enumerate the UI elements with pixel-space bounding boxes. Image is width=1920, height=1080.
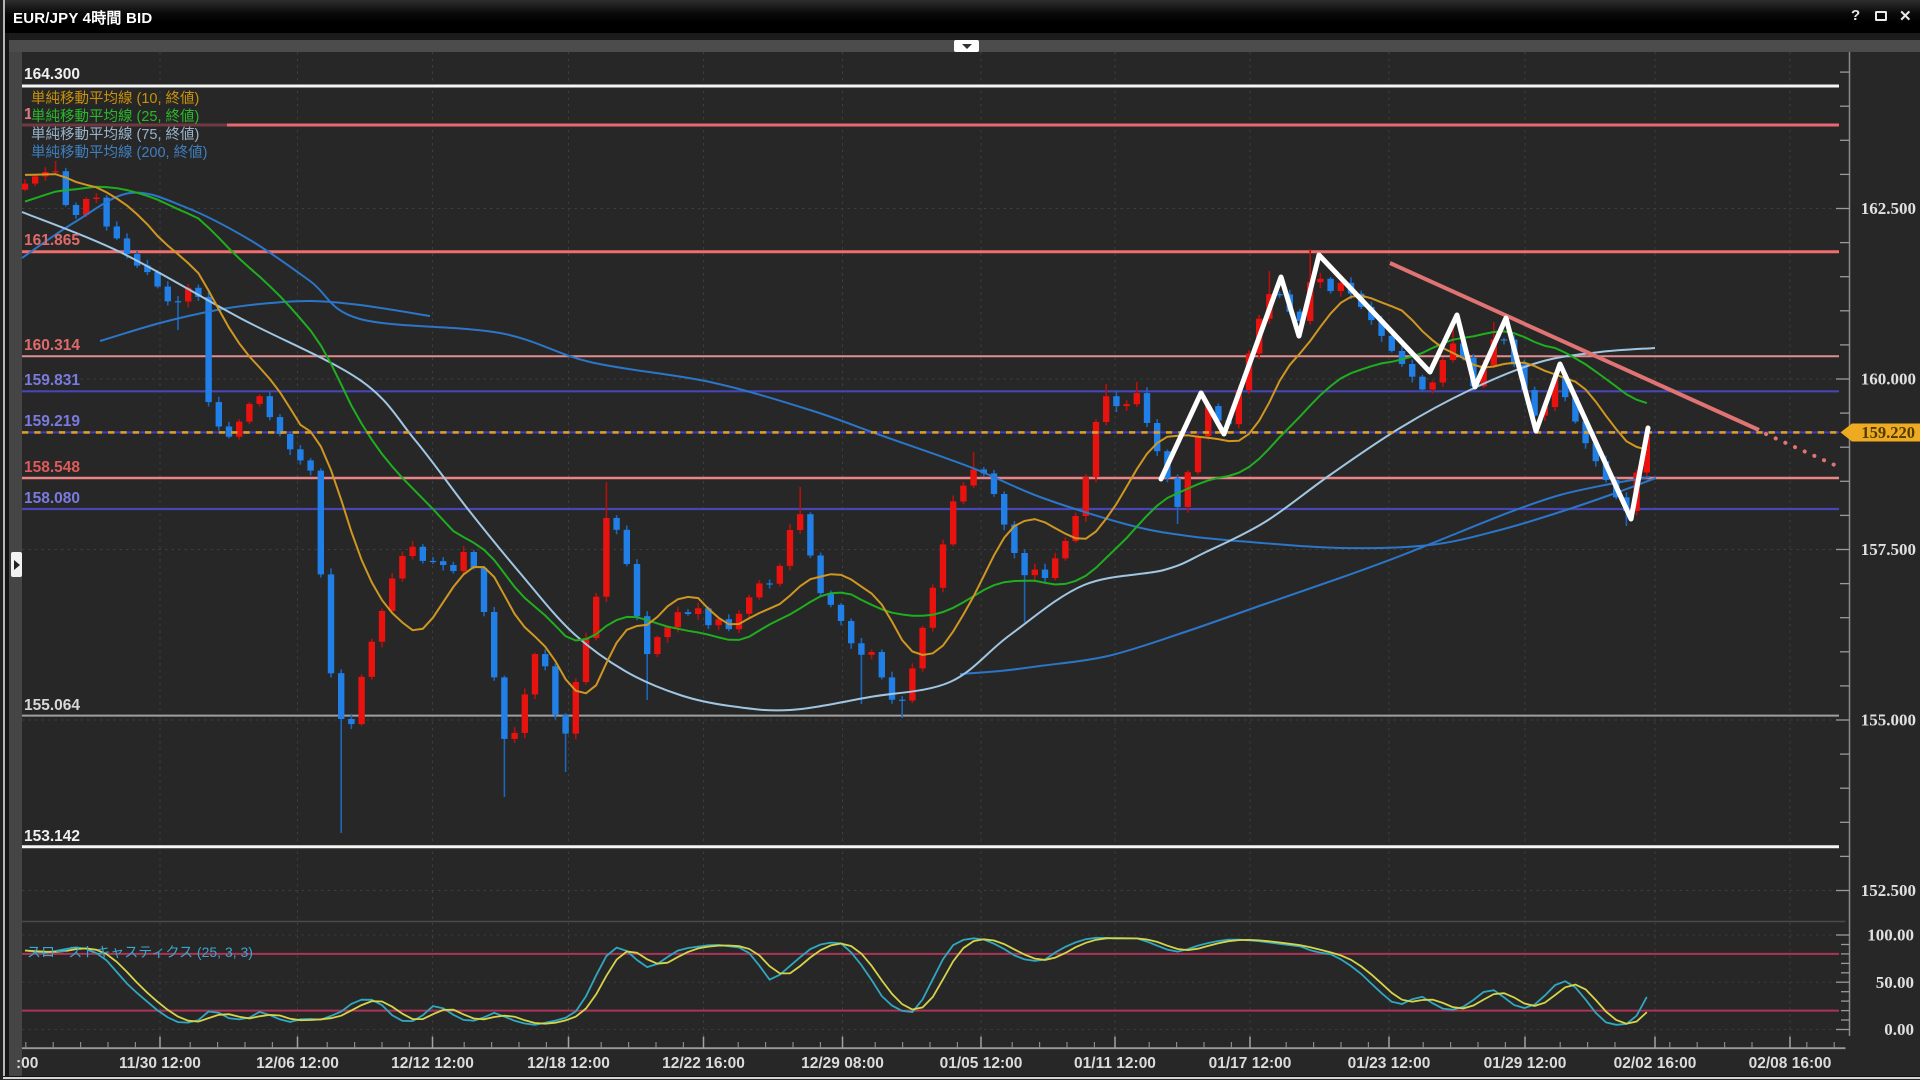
svg-text:11/30 12:00: 11/30 12:00 xyxy=(119,1055,201,1072)
svg-text:単純移動平均線 (25, 終値): 単純移動平均線 (25, 終値) xyxy=(31,108,199,125)
svg-text:01/29 12:00: 01/29 12:00 xyxy=(1484,1055,1567,1072)
svg-text:153.142: 153.142 xyxy=(24,828,80,845)
svg-text:12/18 12:00: 12/18 12:00 xyxy=(527,1055,610,1072)
svg-text:50.00: 50.00 xyxy=(1876,973,1914,992)
svg-text:164.300: 164.300 xyxy=(24,66,80,83)
svg-text:157.500: 157.500 xyxy=(1861,540,1916,559)
svg-text:161.865: 161.865 xyxy=(24,232,80,249)
svg-text:単純移動平均線 (75, 終値): 単純移動平均線 (75, 終値) xyxy=(31,126,199,143)
svg-text:02/02 16:00: 02/02 16:00 xyxy=(1614,1055,1697,1072)
svg-text:160.314: 160.314 xyxy=(24,337,80,354)
svg-text:12/06 12:00: 12/06 12:00 xyxy=(256,1055,339,1072)
svg-text:162.500: 162.500 xyxy=(1861,199,1916,218)
svg-text:160.000: 160.000 xyxy=(1861,370,1916,389)
svg-text:155.000: 155.000 xyxy=(1861,711,1916,730)
svg-text:単純移動平均線 (200, 終値): 単純移動平均線 (200, 終値) xyxy=(31,144,207,161)
svg-text:159.831: 159.831 xyxy=(24,372,80,389)
svg-text::00: :00 xyxy=(16,1055,38,1072)
svg-text:01/11 12:00: 01/11 12:00 xyxy=(1074,1055,1156,1072)
svg-text:152.500: 152.500 xyxy=(1861,881,1916,900)
svg-text:12/22 16:00: 12/22 16:00 xyxy=(662,1055,745,1072)
svg-text:12/12 12:00: 12/12 12:00 xyxy=(391,1055,474,1072)
svg-text:01/05 12:00: 01/05 12:00 xyxy=(940,1055,1023,1072)
svg-text:159.219: 159.219 xyxy=(24,413,80,430)
svg-text:02/08 16:00: 02/08 16:00 xyxy=(1749,1055,1832,1072)
svg-text:01/17 12:00: 01/17 12:00 xyxy=(1209,1055,1292,1072)
svg-text:159.220: 159.220 xyxy=(1861,423,1915,442)
svg-text:158.548: 158.548 xyxy=(24,459,80,476)
svg-text:158.080: 158.080 xyxy=(24,490,80,507)
svg-text:0.00: 0.00 xyxy=(1884,1020,1914,1039)
svg-text:01/23 12:00: 01/23 12:00 xyxy=(1348,1055,1431,1072)
svg-text:スローストキャスティクス (25, 3, 3): スローストキャスティクス (25, 3, 3) xyxy=(27,944,253,960)
svg-text:100.00: 100.00 xyxy=(1867,926,1914,945)
svg-text:12/29 08:00: 12/29 08:00 xyxy=(801,1055,884,1072)
svg-text:単純移動平均線 (10, 終値): 単純移動平均線 (10, 終値) xyxy=(31,90,199,107)
svg-text:155.064: 155.064 xyxy=(24,697,80,714)
